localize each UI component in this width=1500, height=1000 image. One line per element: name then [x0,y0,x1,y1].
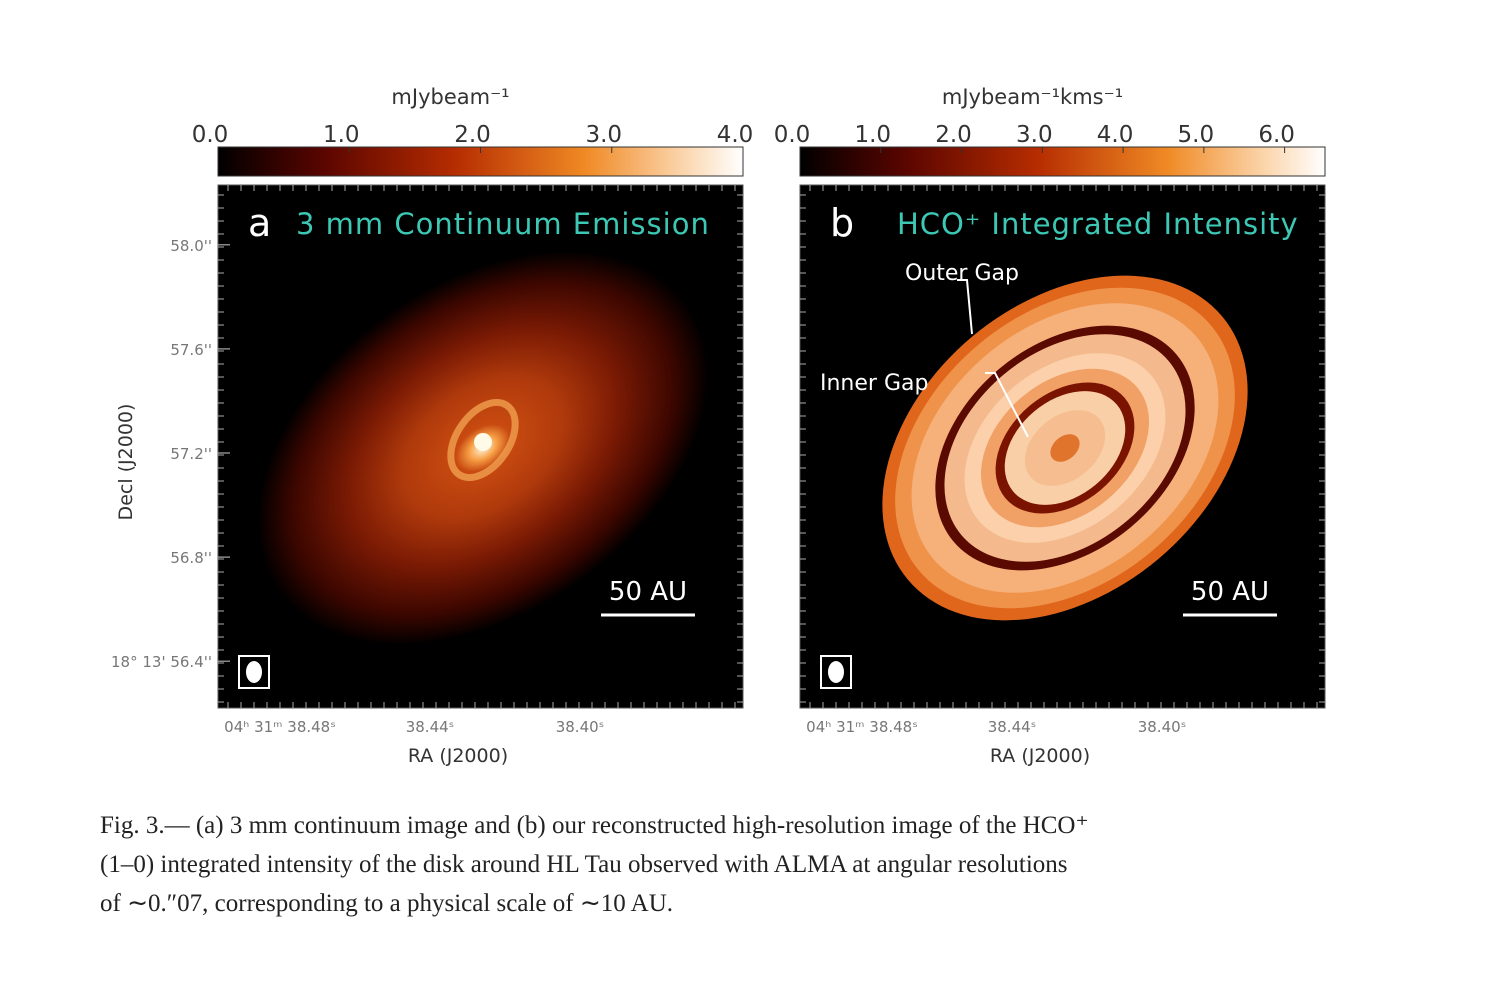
annotation: Outer Gap [905,261,1019,286]
colorbar-tick-label: 1.0 [323,122,360,148]
y-tick-label: 57.6'' [170,341,212,359]
colorbar-tick-label: 4.0 [717,122,754,148]
colorbar-label: mJybeam⁻¹kms⁻¹ [942,85,1123,109]
x-axis-label: RA (J2000) [408,745,508,767]
caption-line: (1–0) integrated intensity of the disk a… [100,851,1068,878]
caption: Fig. 3.— (a) 3 mm continuum image and (b… [100,812,1089,917]
beam-box [238,655,270,689]
colorbar-tick-label: 2.0 [454,122,491,148]
colorbar-tick-label: 0.0 [192,122,229,148]
panel: mJybeam⁻¹kms⁻¹ 0.0 1.0 2.0 3.0 4.0 5.0 6.0 Outer… [774,85,1326,767]
x-tick-label: 04ʰ 31ᵐ 38.48ˢ [806,718,918,736]
y-axis-label: Decl (J2000) [115,404,137,521]
x-axis-label: RA (J2000) [990,745,1090,767]
x-tick-label: 04ʰ 31ᵐ 38.48ˢ [224,718,336,736]
colorbar-tick-label: 4.0 [1097,122,1134,148]
colorbar-tick-label: 1.0 [854,122,891,148]
caption-line: of ∼0.″07, corresponding to a physical s… [100,890,673,917]
y-tick-label: 18° 13' 56.4'' [111,653,212,671]
colorbar-tick-label: 3.0 [585,122,622,148]
annotation-leader [957,279,973,335]
beam-box [820,655,852,689]
panel-letter: a [248,201,271,245]
y-tick-label: 58.0'' [170,237,212,255]
y-tick-label: 56.8'' [170,549,212,567]
caption-line: Fig. 3.— (a) 3 mm continuum image and (b… [100,812,1089,839]
panel-title: HCO⁺ Integrated Intensity [897,207,1299,241]
panel-title: 3 mm Continuum Emission [296,207,710,241]
x-tick-label: 38.40ˢ [1138,718,1187,736]
panels: mJybeam⁻¹ 0.0 1.0 2.0 3.0 4.0 a 3 mm Continuum … [111,85,1326,767]
panel-letter: b [830,201,854,245]
x-tick-label: 38.40ˢ [556,718,605,736]
scale-bar-label: 50 AU [1191,577,1269,607]
colorbar-tick-label: 0.0 [774,122,811,148]
y-tick-label: 57.2'' [170,445,212,463]
panel: mJybeam⁻¹ 0.0 1.0 2.0 3.0 4.0 a 3 mm Continuum … [111,85,754,767]
inner-ring [447,399,519,481]
colorbar [799,146,1326,177]
colorbar-tick-label: 5.0 [1178,122,1215,148]
disk-ring [1050,434,1080,462]
colorbar-label: mJybeam⁻¹ [391,85,509,109]
x-tick-label: 38.44ˢ [988,718,1037,736]
colorbar-tick-label: 6.0 [1258,122,1295,148]
beam [246,661,262,683]
beam [828,661,844,683]
colorbar-tick-label: 2.0 [935,122,972,148]
scale-bar-label: 50 AU [609,577,687,607]
x-tick-label: 38.44ˢ [406,718,455,736]
colorbar-tick-label: 3.0 [1016,122,1053,148]
annotation: Inner Gap [820,371,928,396]
annotation-leader [985,372,1029,438]
core [474,433,492,451]
